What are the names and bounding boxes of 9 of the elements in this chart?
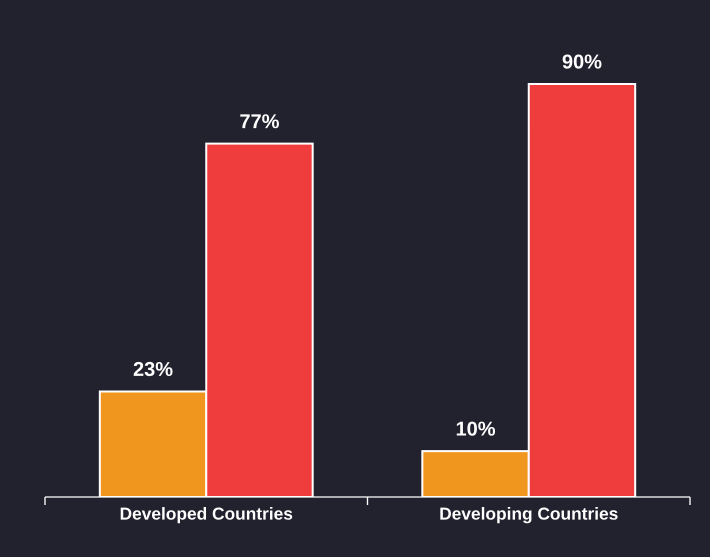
data-label: 77%: [240, 114, 279, 128]
data-label: 90%: [562, 54, 602, 69]
x-tick-label: Developing Countries: [440, 507, 618, 524]
bar: [421, 450, 530, 497]
data-label: 10%: [456, 422, 496, 436]
bar: [205, 142, 314, 497]
bar: [528, 83, 636, 497]
data-label: 23%: [134, 362, 173, 376]
x-tick-label: Developed Countries: [120, 507, 292, 524]
